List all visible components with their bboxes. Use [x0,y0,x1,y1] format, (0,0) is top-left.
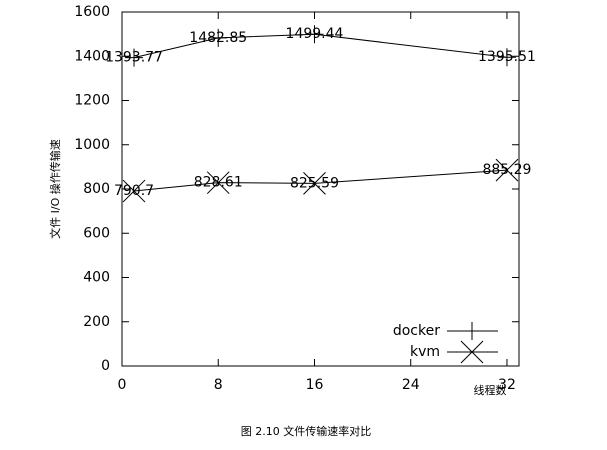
x-tick-label: 16 [306,377,324,393]
data-label: 1393.77 [105,50,163,66]
y-tick-label: 400 [83,270,110,286]
y-tick-label: 1400 [74,48,110,64]
caption: 图 2.10 文件传输速率对比 [241,424,372,438]
point [122,179,146,203]
legend-marker [460,340,484,364]
point [305,25,324,44]
data-label: 1499.44 [286,26,344,42]
point [495,158,519,182]
x-tick-label: 24 [402,377,420,393]
y-tick-label: 0 [101,358,110,374]
legend-label: kvm [410,344,440,360]
data-label: 1482.85 [189,30,247,46]
point [125,48,144,67]
point [206,171,230,195]
y-tick-label: 1200 [74,93,110,109]
data-label: 1395.51 [478,49,536,65]
y-tick-label: 1000 [74,137,110,153]
y-tick-label: 600 [83,225,110,241]
legend-label: docker [393,323,440,339]
point [209,28,228,47]
point [497,48,516,67]
series-line [133,33,508,59]
x-tick-label: 0 [118,377,127,393]
legend-marker [463,322,481,340]
point [303,171,326,195]
y-tick-label: 1600 [74,4,110,20]
x-tick-label: 8 [214,377,223,393]
x-tick-label: 32 [498,377,516,393]
y-tick-label: 800 [83,181,110,197]
x-axis-label: 线程数 [474,383,507,397]
y-axis-label: 文件 I/O 操作传输速 [48,139,62,239]
data-label: 825.59 [290,175,339,191]
data-label: 790.7 [114,183,154,199]
data-label: 885.29 [482,162,531,178]
data-label: 828.61 [194,175,243,191]
series-line [133,169,508,192]
y-tick-label: 200 [83,314,110,330]
